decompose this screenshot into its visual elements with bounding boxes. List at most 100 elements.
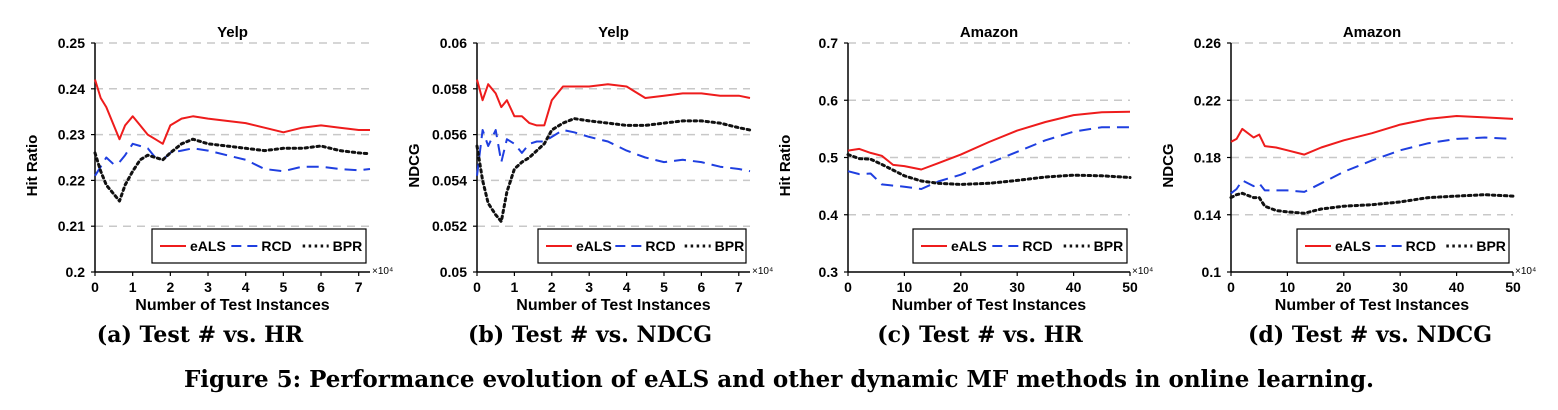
x-axis-label: Number of Test Instances: [892, 297, 1087, 314]
x-tick-label: 40: [1449, 279, 1465, 295]
chart-title: Yelp: [217, 24, 248, 41]
x-tick-label: 40: [1066, 279, 1082, 295]
y-tick-label: 0.14: [1194, 207, 1221, 223]
series-line-eals: [1230, 115, 1514, 156]
x-tick-label: 6: [317, 279, 325, 295]
x-tick-label: 3: [585, 279, 593, 295]
series-line-eals: [94, 79, 370, 145]
series-line-bpr: [846, 153, 1132, 186]
legend-box: [912, 228, 1128, 264]
x-tick-label: 0: [473, 279, 481, 295]
y-tick-label: 0.06: [440, 35, 467, 51]
chart-1: 0.05 0.052 0.054 0.056 0.058 0.06 0 1 2 3 4 5 6 7 ×10⁴…: [406, 24, 773, 314]
x-tick-label: 20: [953, 279, 969, 295]
y-tick-label: 0.3: [819, 264, 839, 280]
x-tick-label: 3: [204, 279, 212, 295]
chart-title: Amazon: [1343, 24, 1401, 41]
x-tick-label: 4: [242, 279, 250, 295]
x-tick-label: 2: [548, 279, 556, 295]
series-line-bpr: [1229, 191, 1515, 215]
y-axis-label: NDCG: [406, 143, 423, 187]
y-tick-label: 0.052: [432, 218, 467, 234]
y-tick-label: 0.4: [819, 207, 839, 223]
y-tick-label: 0.6: [819, 92, 839, 108]
y-axis-label: Hit Ratio: [24, 135, 41, 197]
x-tick-label: 10: [1280, 279, 1296, 295]
x-tick-label: 10: [897, 279, 913, 295]
chart-3: 0.1 0.14 0.18 0.22 0.26 0 10 20 30 40 50 ×10⁴ Amazon…: [1160, 24, 1536, 314]
x-axis-label: Number of Test Instances: [135, 297, 330, 314]
legend-label-rcd: RCD: [261, 238, 291, 254]
legend-label-rcd: RCD: [1406, 238, 1436, 254]
x-tick-label: 50: [1122, 279, 1138, 295]
chart-2: 0.3 0.4 0.5 0.6 0.7 0 10 20 30 40 50 ×10⁴ Amazon Numb…: [777, 24, 1153, 314]
legend-label-rcd: RCD: [645, 238, 675, 254]
x-tick-label: 5: [660, 279, 668, 295]
x-tick-label: 20: [1336, 279, 1352, 295]
y-tick-label: 0.5: [819, 150, 839, 166]
legend-label-bpr: BPR: [333, 238, 363, 254]
legend-label-rcd: RCD: [1022, 238, 1052, 254]
y-tick-label: 0.054: [432, 172, 467, 188]
y-tick-label: 0.23: [58, 127, 85, 143]
x-tick-label: 50: [1505, 279, 1521, 295]
y-tick-label: 0.056: [432, 127, 467, 143]
y-tick-label: 0.7: [819, 35, 839, 51]
legend-label-eals: eALS: [951, 238, 987, 254]
figure-caption: Figure 5: Performance evolution of eALS …: [183, 366, 1375, 393]
x-multiplier-label: ×10⁴: [752, 266, 773, 277]
series-line-rcd: [847, 126, 1130, 190]
series-line-rcd: [1230, 136, 1514, 195]
y-tick-label: 0.058: [432, 81, 467, 97]
chart-title: Amazon: [960, 24, 1018, 41]
x-multiplier-label: ×10⁴: [372, 266, 393, 277]
series-line-bpr: [475, 117, 752, 224]
x-tick-label: 1: [129, 279, 137, 295]
y-tick-label: 0.25: [58, 35, 85, 51]
x-tick-label: 7: [735, 279, 743, 295]
y-tick-label: 0.2: [66, 264, 86, 280]
x-tick-label: 1: [510, 279, 518, 295]
legend-label-eals: eALS: [1335, 238, 1371, 254]
x-tick-label: 0: [1227, 279, 1235, 295]
y-tick-label: 0.05: [440, 264, 467, 280]
x-tick-label: 6: [697, 279, 705, 295]
legend-label-bpr: BPR: [715, 238, 745, 254]
legend-label-bpr: BPR: [1476, 238, 1506, 254]
subcaption-a: (a) Test # vs. HR: [96, 322, 304, 348]
x-multiplier-label: ×10⁴: [1515, 266, 1536, 277]
x-tick-label: 0: [91, 279, 99, 295]
series-line-rcd: [476, 129, 751, 176]
chart-0: 0.2 0.21 0.22 0.23 0.24 0.25 0 1 2 3 4 5 6 7 ×10⁴ Yelp N…: [24, 24, 393, 314]
x-tick-label: 0: [844, 279, 852, 295]
y-tick-label: 0.22: [58, 172, 85, 188]
legend-label-bpr: BPR: [1094, 238, 1124, 254]
y-tick-label: 0.24: [58, 81, 85, 97]
legend-label-eals: eALS: [576, 238, 612, 254]
series-line-eals: [847, 110, 1131, 171]
subcaption-b: (b) Test # vs. NDCG: [468, 322, 712, 348]
x-multiplier-label: ×10⁴: [1132, 266, 1153, 277]
x-tick-label: 30: [1009, 279, 1025, 295]
x-tick-label: 7: [355, 279, 363, 295]
y-tick-label: 0.1: [1202, 264, 1222, 280]
legend-box: [537, 228, 747, 264]
x-axis-label: Number of Test Instances: [1275, 297, 1470, 314]
chart-title: Yelp: [598, 24, 629, 41]
x-tick-label: 4: [623, 279, 631, 295]
y-tick-label: 0.22: [1194, 92, 1221, 108]
y-tick-label: 0.21: [58, 218, 85, 234]
x-tick-label: 30: [1392, 279, 1408, 295]
series-line-eals: [476, 79, 751, 127]
x-tick-label: 5: [279, 279, 287, 295]
subcaption-d: (d) Test # vs. NDCG: [1248, 322, 1492, 348]
y-axis-label: Hit Ratio: [777, 135, 794, 197]
legend-box: [151, 228, 367, 264]
x-tick-label: 2: [166, 279, 174, 295]
series-line-bpr: [93, 137, 372, 203]
x-axis-label: Number of Test Instances: [516, 297, 711, 314]
legend-box: [1296, 228, 1510, 264]
subcaption-c: (c) Test # vs. HR: [877, 322, 1083, 348]
legend-label-eals: eALS: [190, 238, 226, 254]
